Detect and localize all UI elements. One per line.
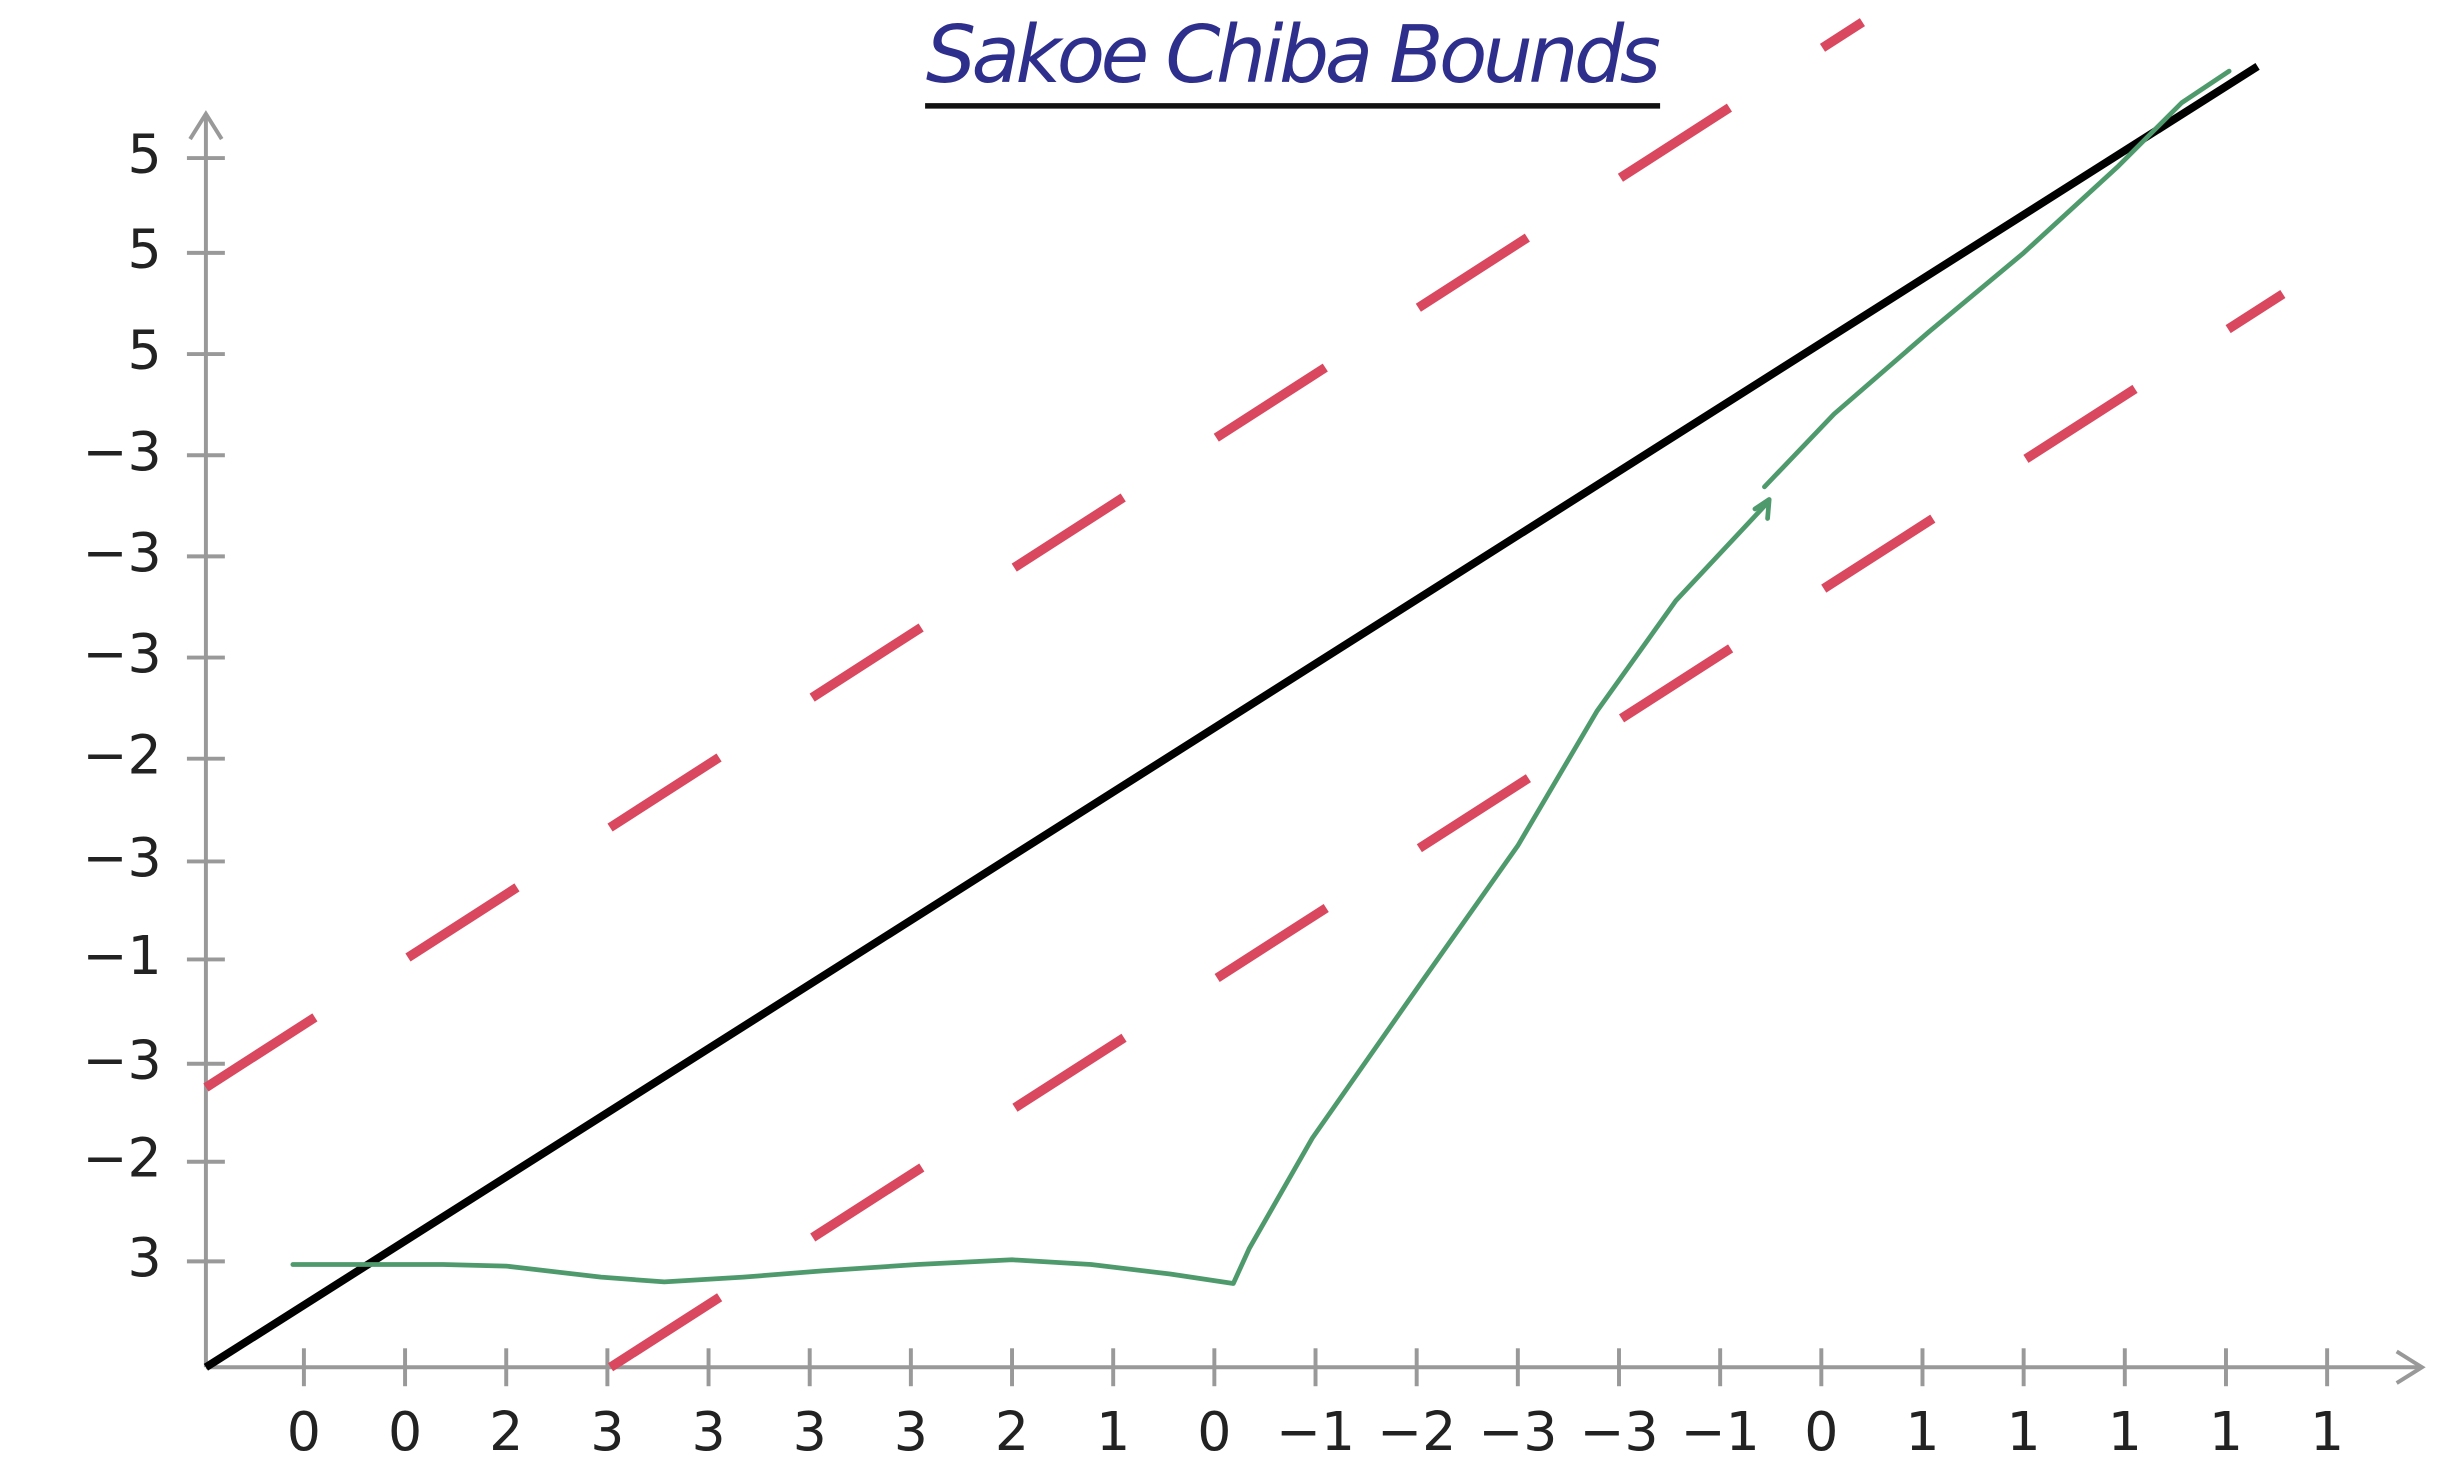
- diagonal: [203, 63, 2260, 1371]
- x-tick-label: 0: [287, 1400, 321, 1463]
- x-tick-label: 1: [1905, 1400, 1939, 1463]
- y-tick-label: −3: [82, 826, 161, 889]
- title: Sakoe Chiba Bounds: [926, 9, 1661, 101]
- warping-path: [290, 68, 2232, 1286]
- x-tick-label: −2: [1377, 1400, 1456, 1463]
- x-axis-arrow: [2395, 1349, 2426, 1385]
- y-tick-label: 5: [127, 319, 161, 382]
- y-tick-label: −3: [82, 521, 161, 584]
- x-tick-label: 1: [2209, 1400, 2243, 1463]
- x-tick-label: 3: [590, 1400, 624, 1463]
- x-tick-label: −1: [1681, 1400, 1760, 1463]
- x-tick-label: 2: [489, 1400, 523, 1463]
- upper-bound: [203, 18, 1865, 1092]
- x-tick-label: −1: [1276, 1400, 1355, 1463]
- ticks: 5 5 5 −3 −3 −3 −2 −3 −1 −3 −2 3 0 0 2 3 3 3 3 2 1 0 −1 −2 −3 −3 −1…: [82, 123, 2344, 1463]
- y-tick-label: −3: [82, 1028, 161, 1091]
- x-tick-label: 1: [2007, 1400, 2041, 1463]
- x-tick-label: 3: [793, 1400, 827, 1463]
- y-axis-arrow: [188, 110, 224, 141]
- x-tick-label: 1: [2108, 1400, 2142, 1463]
- y-tick-label: −2: [82, 1126, 161, 1189]
- axes: [188, 110, 2426, 1385]
- x-tick-label: 1: [2310, 1400, 2344, 1463]
- y-tick-label: −3: [82, 622, 161, 685]
- x-tick-label: −3: [1478, 1400, 1557, 1463]
- x-tick-label: 1: [1096, 1400, 1130, 1463]
- y-tick-label: 5: [127, 218, 161, 281]
- y-tick-label: 5: [127, 123, 161, 186]
- lower-bound: [607, 290, 2286, 1372]
- x-tick-label: 3: [691, 1400, 725, 1463]
- y-tick-label: −2: [82, 723, 161, 786]
- x-tick-label: 3: [894, 1400, 928, 1463]
- x-tick-label: −3: [1579, 1400, 1658, 1463]
- path-lower: [290, 500, 1770, 1286]
- y-tick-label: 3: [127, 1226, 161, 1289]
- y-tick-label: −1: [82, 924, 161, 987]
- bounds: [203, 18, 2286, 1372]
- x-tick-label: 0: [1804, 1400, 1838, 1463]
- x-tick-label: 0: [1197, 1400, 1231, 1463]
- path-upper: [1762, 68, 2232, 490]
- x-tick-label: 2: [995, 1400, 1029, 1463]
- y-tick-label: −3: [82, 420, 161, 483]
- path-arrow: [1752, 497, 1772, 521]
- x-tick-label: 0: [388, 1400, 422, 1463]
